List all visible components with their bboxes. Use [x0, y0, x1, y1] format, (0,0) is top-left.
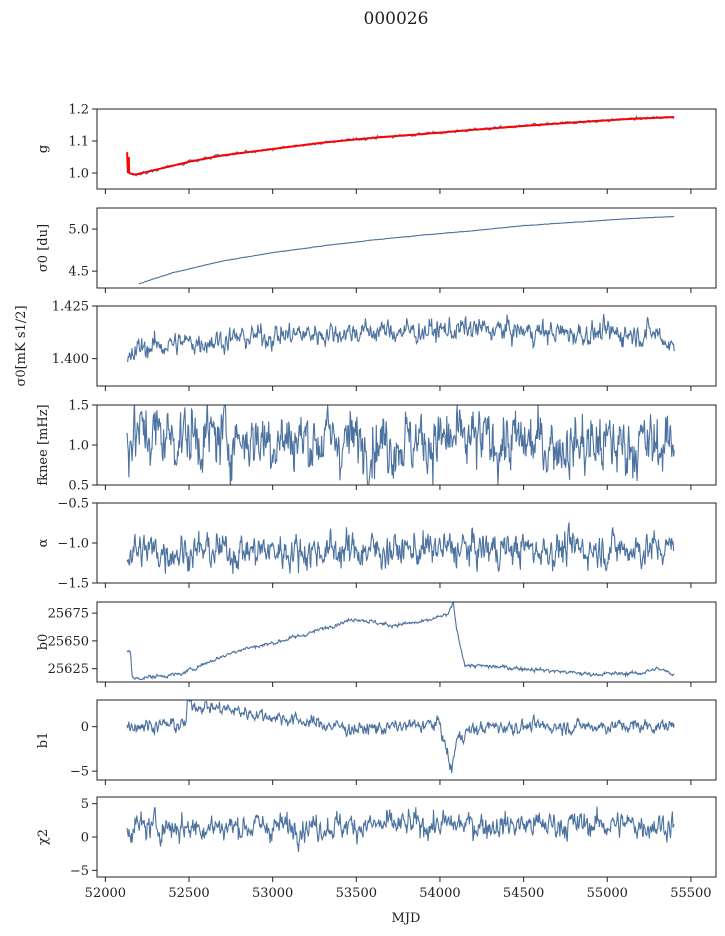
y-axis-label: σ0[mK s1/2] — [14, 305, 29, 386]
y-tick-label: 25650 — [48, 634, 89, 649]
y-axis-label: b1 — [36, 732, 51, 749]
y-tick-label: 1.0 — [68, 439, 89, 454]
figure-title: 000026 — [364, 9, 429, 29]
x-tick-label: 52500 — [168, 886, 209, 901]
panels: 1.0 1.1 1.2 g 4.5 5.0 σ0 [du] 1.400 1.425 σ0[mK s… — [14, 103, 717, 901]
panel-7: −5 0 b1 — [36, 699, 717, 785]
series-line — [126, 405, 675, 485]
y-axis-label: σ0 [du] — [36, 224, 51, 272]
series-line — [126, 522, 675, 574]
y-tick-label: 4.5 — [68, 265, 89, 280]
x-tick-label: 53500 — [336, 886, 377, 901]
panel-8: −5 0 5 52000 52500 53000 53500 54000 54500 55000 5… — [36, 796, 717, 901]
x-tick-label: 53000 — [252, 886, 293, 901]
y-tick-label: 5 — [81, 797, 89, 812]
axes-frame — [96, 699, 717, 781]
panel-3: 1.400 1.425 σ0[mK s1/2] — [14, 300, 717, 391]
y-axis-label: α — [36, 538, 51, 547]
panel-5: −1.5 −1.0 −0.5 α — [36, 497, 717, 592]
fit-spike — [126, 152, 131, 174]
series-line — [138, 215, 675, 285]
series-line — [126, 806, 675, 852]
y-tick-label: 0 — [81, 831, 89, 846]
axes-frame — [96, 207, 717, 289]
axes-frame — [96, 601, 717, 683]
y-tick-label: 5.0 — [68, 223, 89, 238]
axes-frame — [96, 305, 717, 387]
y-tick-label: −5 — [70, 864, 89, 879]
fit-line — [126, 116, 675, 176]
y-axis-label: g — [36, 145, 51, 153]
y-axis-label: χ2 — [36, 829, 51, 845]
y-tick-label: 1.400 — [52, 352, 89, 367]
series-line — [126, 602, 675, 681]
x-tick-label: 55000 — [587, 886, 628, 901]
panel-4: 0.5 1.0 1.5 fknee [mHz] — [36, 399, 717, 494]
x-tick-label: 54500 — [503, 886, 544, 901]
y-axis-label: fknee [mHz] — [36, 404, 51, 485]
y-tick-label: 1.425 — [52, 300, 89, 315]
y-tick-label: 0 — [81, 720, 89, 735]
series-line — [127, 115, 675, 177]
x-tick-label: 52000 — [85, 886, 126, 901]
y-tick-label: −1.0 — [57, 537, 89, 552]
y-tick-label: 1.0 — [68, 167, 89, 182]
x-tick-label: 54000 — [419, 886, 460, 901]
y-tick-label: 0.5 — [68, 479, 89, 494]
panel-1: 1.0 1.1 1.2 g — [36, 103, 717, 194]
y-tick-label: 1.5 — [68, 399, 89, 414]
axes-frame — [96, 108, 717, 190]
y-tick-label: 25675 — [48, 607, 89, 622]
series-line — [126, 700, 675, 774]
y-tick-label: −1.5 — [57, 577, 89, 592]
x-axis-label: MJD — [392, 911, 421, 926]
y-tick-label: −5 — [70, 765, 89, 780]
panel-6: 25625 25650 25675 b0 — [36, 601, 717, 687]
y-tick-label: 25625 — [48, 662, 89, 677]
y-tick-label: 1.1 — [68, 135, 89, 150]
series-line — [127, 314, 675, 363]
y-axis-label: b0 — [36, 634, 51, 651]
panel-2: 4.5 5.0 σ0 [du] — [36, 207, 717, 293]
y-tick-label: −0.5 — [57, 497, 89, 512]
y-tick-label: 1.2 — [68, 103, 89, 118]
x-tick-label: 55500 — [670, 886, 711, 901]
